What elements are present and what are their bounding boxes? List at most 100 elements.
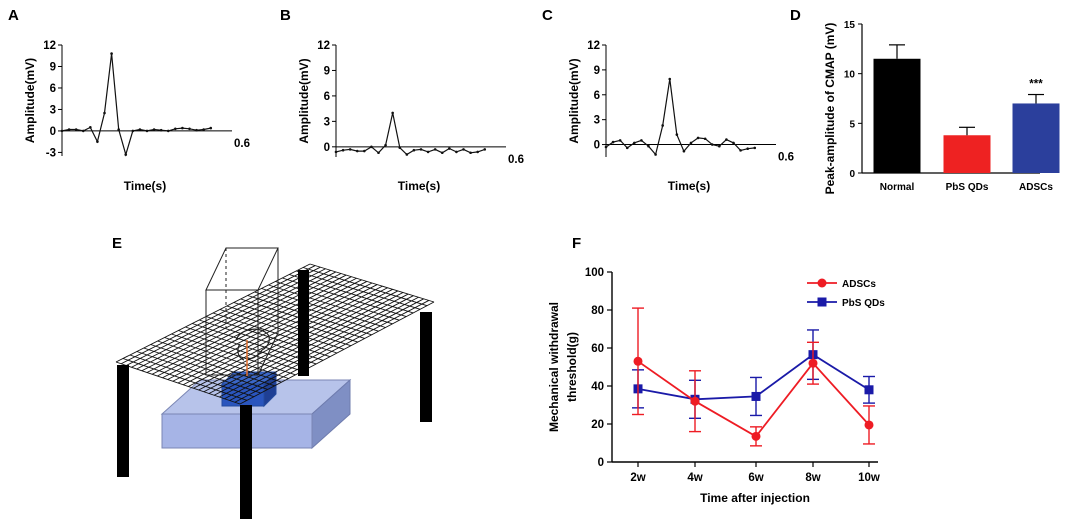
trace-point <box>110 52 113 55</box>
emg-trace-chart-b: 12 9 6 3 0 0.6 Time(s) Amplitude(mV) <box>297 40 524 193</box>
mesh-line <box>224 296 419 400</box>
y-tick-label: 0 <box>598 457 604 469</box>
mesh-line <box>229 298 424 401</box>
y-tick-label: 9 <box>50 61 56 73</box>
trace-point <box>696 136 700 140</box>
y-tick-label: 3 <box>324 116 330 128</box>
mesh-line <box>131 268 326 368</box>
x-category-label: 10w <box>858 472 880 484</box>
trace-point <box>96 140 99 143</box>
trace-point <box>718 144 721 148</box>
x-axis-title: Time(s) <box>124 179 166 193</box>
y-tick-label: 0 <box>594 140 600 152</box>
withdrawal-threshold-line-chart: 0 20 40 60 80 100 2w 4w 6w 8w 10w Time after inject… <box>547 267 885 505</box>
trace-point <box>117 128 120 131</box>
trace-point <box>166 129 170 133</box>
x-end-label: 0.6 <box>778 152 794 164</box>
y-tick-label: 5 <box>849 119 855 130</box>
trace-point <box>426 150 430 154</box>
panel-label-d: D <box>790 7 801 24</box>
trace-point <box>81 129 85 133</box>
y-tick-label: 3 <box>594 115 600 127</box>
mesh-line <box>120 265 316 365</box>
trace-point <box>753 146 757 150</box>
y-axis-title: Amplitude(mV) <box>23 58 37 143</box>
data-point <box>808 358 818 368</box>
x-category-label: PbS QDs <box>946 182 989 193</box>
trace-point <box>209 126 213 130</box>
y-tick-label: -3 <box>46 147 56 159</box>
y-tick-label: 12 <box>317 40 330 52</box>
y-tick-label: 9 <box>324 65 330 77</box>
emg-trace-chart-a: 12 9 6 3 0 -3 0.6 Time(s) Amplitude(mV) <box>23 40 250 193</box>
x-end-label: 0.6 <box>234 138 250 150</box>
trace-point <box>661 124 664 127</box>
trace-point <box>67 128 71 131</box>
y-axis-title: Peak-amplitude of CMAP (mV) <box>823 23 837 195</box>
x-category-label: 2w <box>630 472 645 484</box>
mesh-line <box>151 274 347 375</box>
trace-point <box>370 145 373 149</box>
data-point <box>690 396 700 406</box>
mesh-line <box>234 300 430 403</box>
trace-point <box>412 148 416 152</box>
trace-point <box>202 128 205 131</box>
mesh-line <box>213 293 409 396</box>
legend-marker <box>817 297 827 307</box>
enclosure-box <box>205 247 279 376</box>
mesh-line <box>177 282 373 384</box>
y-axis-title: Amplitude(mV) <box>567 58 581 143</box>
trace-point <box>476 150 479 154</box>
y-tick-label: 0 <box>50 126 56 138</box>
mesh-line <box>198 288 393 391</box>
trace-point <box>448 147 451 150</box>
trace-point <box>746 147 749 151</box>
bar <box>1012 103 1060 173</box>
y-axis-title: Amplitude(mV) <box>297 58 311 143</box>
trace-point <box>732 141 735 145</box>
y-tick-label: 80 <box>591 305 604 317</box>
trace-point <box>739 149 742 152</box>
mesh-line <box>172 281 368 382</box>
x-category-label: 4w <box>687 472 702 484</box>
trace-point <box>181 126 184 130</box>
trace-point <box>682 149 686 153</box>
y-tick-label: 0 <box>849 169 855 180</box>
trace-point <box>647 144 650 148</box>
trace-point <box>377 151 380 155</box>
mesh-line <box>157 276 352 377</box>
y-tick-label: 0 <box>324 142 330 154</box>
bar <box>943 135 991 173</box>
trace-point <box>159 128 163 132</box>
trace-point <box>138 128 142 131</box>
y-tick-label: 12 <box>43 40 56 52</box>
platform-block <box>160 370 352 450</box>
trace-point <box>89 126 92 129</box>
y-tick-label: 6 <box>50 83 56 95</box>
panel-label-f: F <box>572 235 581 252</box>
y-tick-label: 6 <box>594 90 600 102</box>
y-tick-label: 40 <box>591 381 604 393</box>
x-category-label: Normal <box>880 182 915 193</box>
mesh-line <box>182 284 378 386</box>
mesh-line <box>167 279 362 380</box>
trace-point <box>469 151 472 155</box>
y-tick-label: 60 <box>591 343 604 355</box>
trace-point <box>455 150 458 154</box>
trace-point <box>174 127 177 131</box>
support-legs <box>117 270 432 519</box>
trace-point <box>625 146 629 150</box>
trace-line <box>335 112 485 156</box>
x-axis-title: Time after injection <box>700 491 810 505</box>
panel-label-c: C <box>542 7 553 24</box>
trace-point <box>391 111 394 115</box>
x-category-label: ADSCs <box>1019 182 1053 193</box>
trace-point <box>675 133 679 136</box>
trace-point <box>145 129 149 133</box>
trace-point <box>405 153 409 156</box>
trace-point <box>341 148 345 152</box>
mesh-line <box>162 277 357 379</box>
data-point <box>864 385 874 395</box>
x-category-label: 8w <box>805 472 820 484</box>
trace-point <box>604 145 608 149</box>
